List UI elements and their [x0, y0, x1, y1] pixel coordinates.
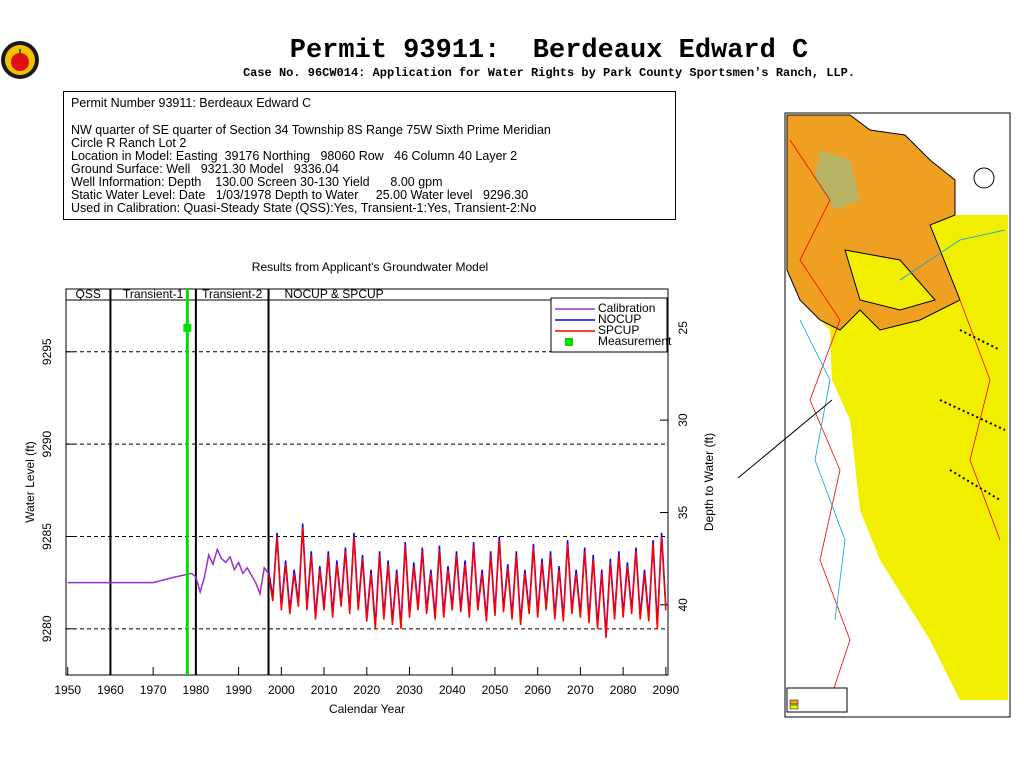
- y-axis-label: Water Level (ft): [23, 441, 37, 523]
- period-label: NOCUP & SPCUP: [285, 287, 384, 301]
- x-tick-label: 1980: [183, 683, 210, 697]
- y2-tick-label: 25: [676, 321, 690, 335]
- x-tick-label: 2000: [268, 683, 295, 697]
- y-tick-label: 9285: [40, 523, 54, 550]
- y2-tick-label: 40: [676, 598, 690, 612]
- series-line: [267, 523, 667, 635]
- legend-label: Measurement: [598, 334, 672, 348]
- x-tick-label: 1960: [97, 683, 124, 697]
- x-tick-label: 1990: [225, 683, 252, 697]
- measurement-point: [183, 323, 192, 332]
- legend-label: NOCUP: [598, 312, 641, 326]
- page-title: Permit 93911: Berdeaux Edward C: [289, 36, 809, 66]
- x-tick-label: 2080: [610, 683, 637, 697]
- x-tick-label: 2030: [396, 683, 423, 697]
- y-tick-label: 9295: [40, 338, 54, 365]
- x-tick-label: 2070: [567, 683, 594, 697]
- legend-label: Calibration: [598, 301, 655, 315]
- period-label: QSS: [76, 287, 101, 301]
- info-line: Permit Number 93911: Berdeaux Edward C: [71, 96, 312, 110]
- x-tick-label: 2090: [653, 683, 680, 697]
- info-line: Used in Calibration: Quasi-Steady State …: [71, 201, 537, 215]
- y2-tick-label: 35: [676, 505, 690, 519]
- legend-swatch: [565, 338, 573, 346]
- x-tick-label: 2050: [482, 683, 509, 697]
- info-line: Circle R Ranch Lot 2: [71, 136, 187, 150]
- info-box: Permit Number 93911: Berdeaux Edward C NW…: [63, 91, 676, 220]
- y2-axis-label: Depth to Water (ft): [702, 433, 716, 531]
- period-label: Transient-2: [202, 287, 263, 301]
- y-tick-label: 9290: [40, 430, 54, 457]
- series-line: [267, 527, 667, 639]
- x-tick-label: 2060: [524, 683, 551, 697]
- info-line: Well Information: Depth 130.00 Screen 30…: [71, 175, 443, 189]
- page-subtitle: Case No. 96CW014: Application for Water …: [242, 66, 856, 80]
- info-line: Ground Surface: Well 9321.30 Model 9336.…: [71, 162, 339, 176]
- info-line: NW quarter of SE quarter of Section 34 T…: [71, 123, 551, 137]
- y-tick-label: 9280: [40, 615, 54, 642]
- x-tick-label: 2040: [439, 683, 466, 697]
- y2-tick-label: 30: [676, 413, 690, 427]
- x-tick-label: 1950: [54, 683, 81, 697]
- x-axis-label: Calendar Year: [329, 702, 405, 716]
- legend-label: SPCUP: [598, 323, 639, 337]
- series-line: [67, 547, 270, 597]
- info-line: Static Water Level: Date 1/03/1978 Depth…: [71, 188, 529, 202]
- info-line: Location in Model: Easting 39176 Northin…: [71, 149, 518, 163]
- x-tick-label: 1970: [140, 683, 167, 697]
- logo: [1, 41, 39, 79]
- x-tick-label: 2010: [311, 683, 338, 697]
- map: [737, 112, 1011, 718]
- chart-title: Results from Applicant's Groundwater Mod…: [252, 260, 488, 274]
- period-label: Transient-1: [123, 287, 184, 301]
- x-tick-label: 2020: [353, 683, 380, 697]
